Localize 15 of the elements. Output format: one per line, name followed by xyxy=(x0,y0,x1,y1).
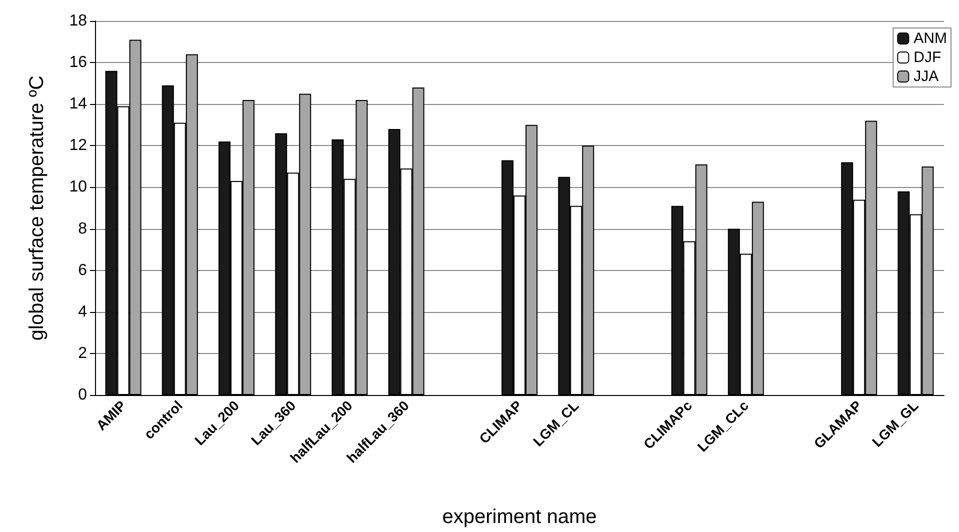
legend-label: ANM xyxy=(914,30,948,47)
x-axis-title: experiment name xyxy=(442,506,597,528)
legend-label: DJF xyxy=(914,49,942,66)
y-tick-label: 12 xyxy=(69,137,88,154)
y-tick-label: 14 xyxy=(69,96,88,113)
y-axis-title: global surface temperature ºC xyxy=(26,75,48,341)
y-tick-label: 18 xyxy=(69,12,88,30)
y-tick-label: 16 xyxy=(69,54,88,72)
y-tick-label: 0 xyxy=(78,386,88,404)
legend-label: JJA xyxy=(914,68,939,85)
y-tick-label: 2 xyxy=(78,344,88,362)
y-tick-label: 4 xyxy=(78,303,88,320)
y-tick-label: 10 xyxy=(69,178,88,196)
y-tick-label: 8 xyxy=(78,220,88,238)
y-tick-label: 6 xyxy=(78,262,88,279)
